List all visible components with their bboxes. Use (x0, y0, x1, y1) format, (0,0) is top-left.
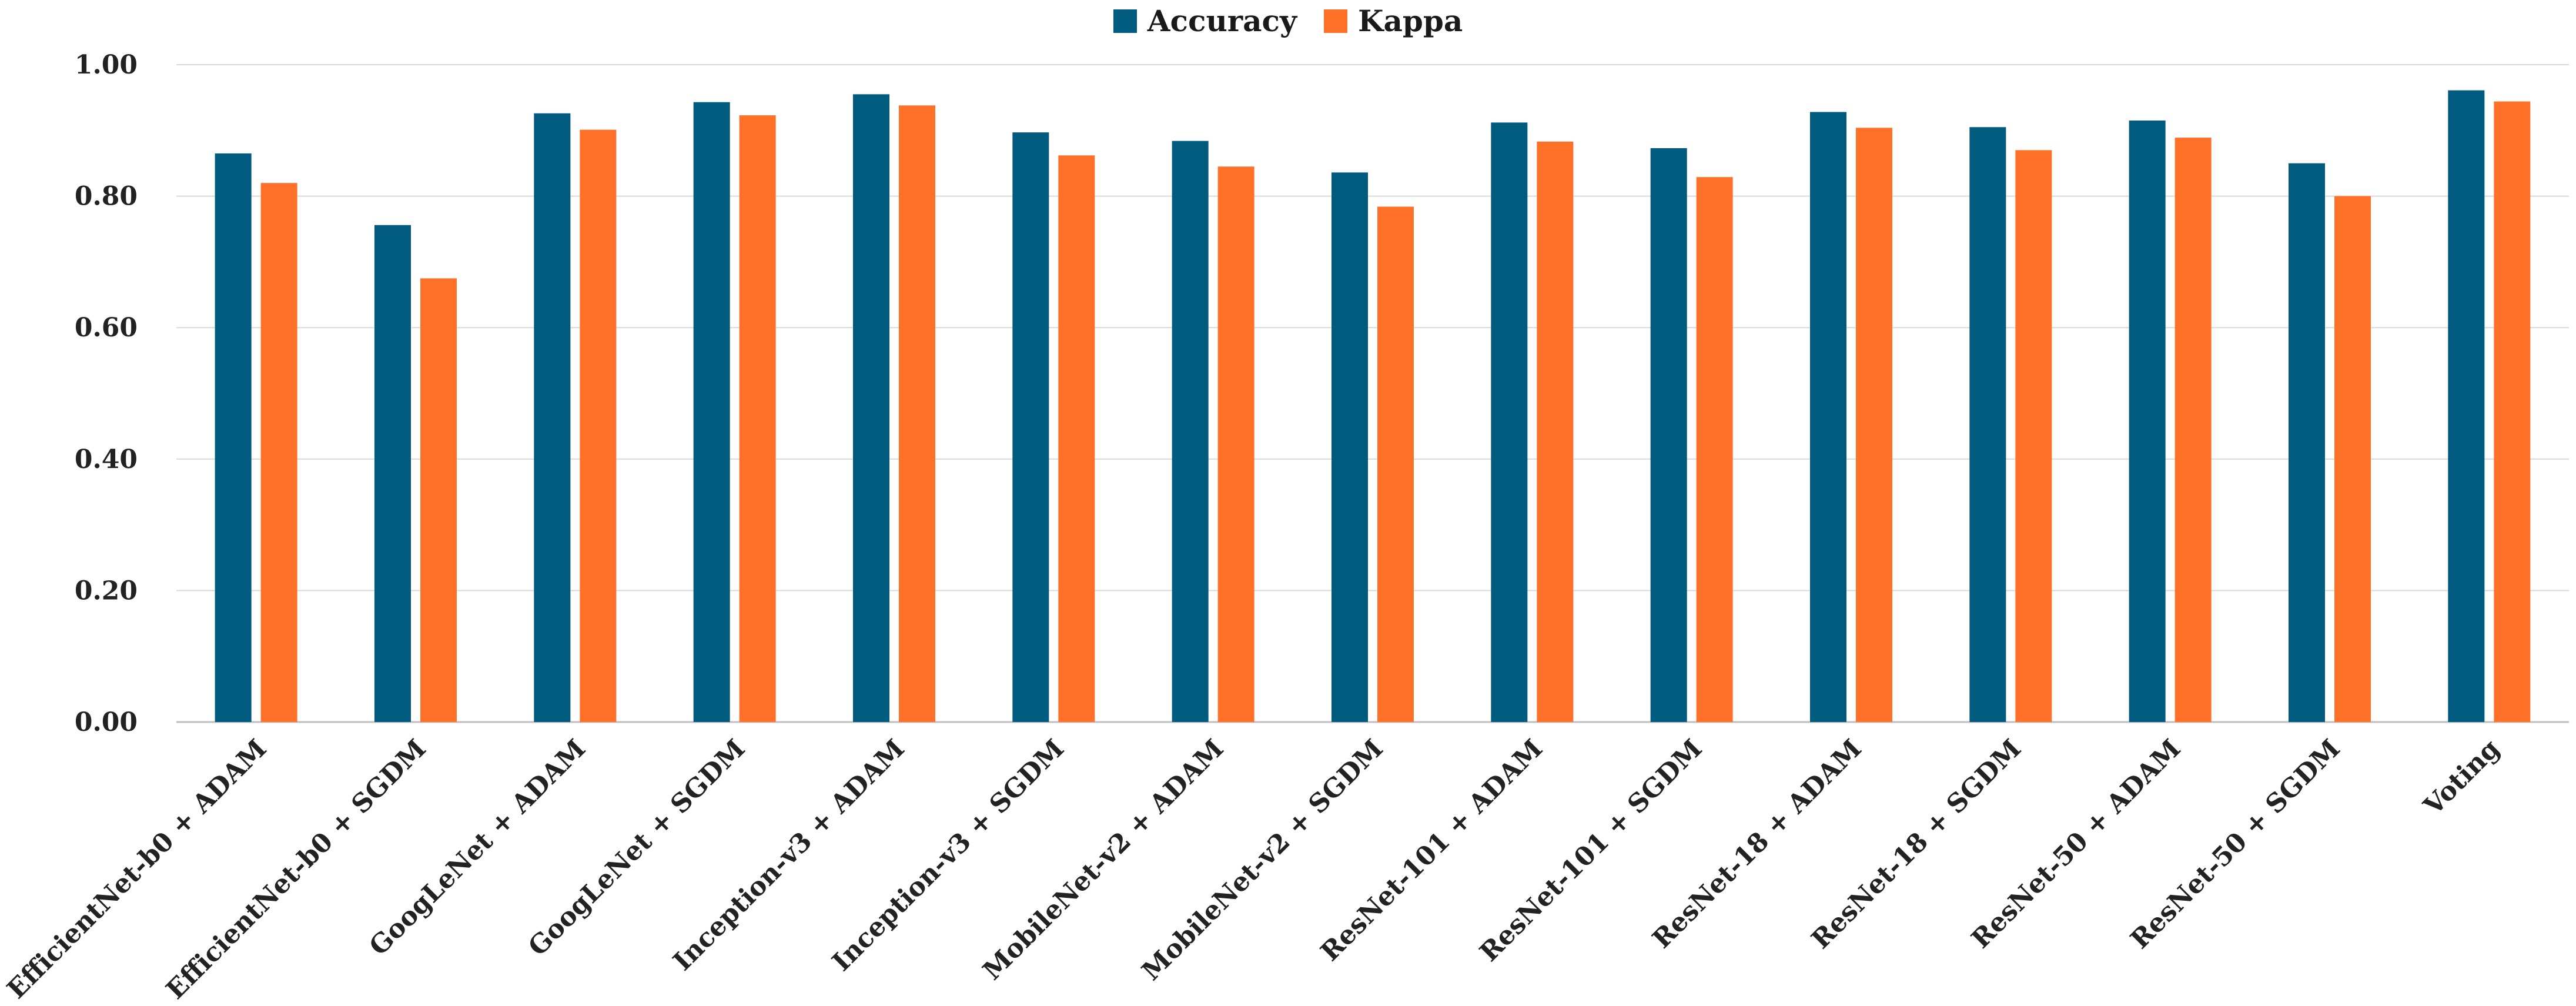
legend-item-accuracy: Accuracy (1113, 4, 1297, 38)
bar-kappa-6 (1217, 166, 1254, 722)
bar-kappa-4 (899, 105, 935, 722)
bar-accuracy-12 (2129, 121, 2166, 722)
bar-accuracy-8 (1491, 122, 1528, 722)
y-tick-label: 1.00 (75, 50, 138, 80)
bar-kappa-8 (1537, 141, 1574, 722)
bar-kappa-13 (2334, 196, 2371, 723)
bar-accuracy-11 (1969, 127, 2006, 722)
bar-kappa-1 (420, 278, 457, 723)
bar-accuracy-2 (534, 113, 571, 723)
bar-kappa-7 (1377, 206, 1414, 722)
bar-accuracy-14 (2448, 90, 2485, 722)
bar-accuracy-3 (693, 102, 730, 723)
y-tick-label: 0.80 (75, 182, 138, 212)
bar-kappa-14 (2494, 101, 2531, 722)
bar-accuracy-4 (853, 94, 889, 722)
bar-accuracy-13 (2289, 163, 2325, 722)
x-tick-label: EfficientNet-b0 + ADAM (1, 734, 272, 1005)
bar-accuracy-10 (1810, 112, 1846, 723)
bar-kappa-2 (580, 129, 617, 722)
y-tick-label: 0.20 (75, 576, 138, 606)
bar-kappa-11 (2015, 150, 2052, 723)
y-tick-label: 0.60 (75, 313, 138, 343)
bar-accuracy-5 (1012, 132, 1049, 723)
bar-kappa-5 (1058, 155, 1095, 722)
legend-label-accuracy: Accuracy (1147, 4, 1297, 38)
bar-accuracy-6 (1172, 141, 1209, 723)
bar-kappa-9 (1696, 177, 1733, 723)
bar-accuracy-9 (1650, 148, 1687, 723)
bar-accuracy-7 (1332, 172, 1368, 722)
bar-kappa-10 (1856, 128, 1892, 722)
legend-item-kappa: Kappa (1324, 4, 1463, 38)
legend-swatch-kappa (1324, 9, 1348, 33)
legend-swatch-accuracy (1113, 9, 1137, 33)
bar-kappa-12 (2174, 138, 2212, 722)
y-tick-label: 0.00 (75, 707, 138, 737)
legend: Accuracy Kappa (0, 4, 2576, 38)
y-tick-label: 0.40 (75, 444, 138, 474)
x-tick-label: Voting (2418, 734, 2505, 821)
bar-kappa-0 (260, 183, 297, 722)
bar-accuracy-0 (215, 153, 252, 722)
bar-accuracy-1 (374, 225, 411, 722)
legend-label-kappa: Kappa (1358, 4, 1463, 38)
bar-kappa-3 (739, 115, 776, 723)
x-tick-label: EfficientNet-b0 + SGDM (160, 734, 432, 1005)
